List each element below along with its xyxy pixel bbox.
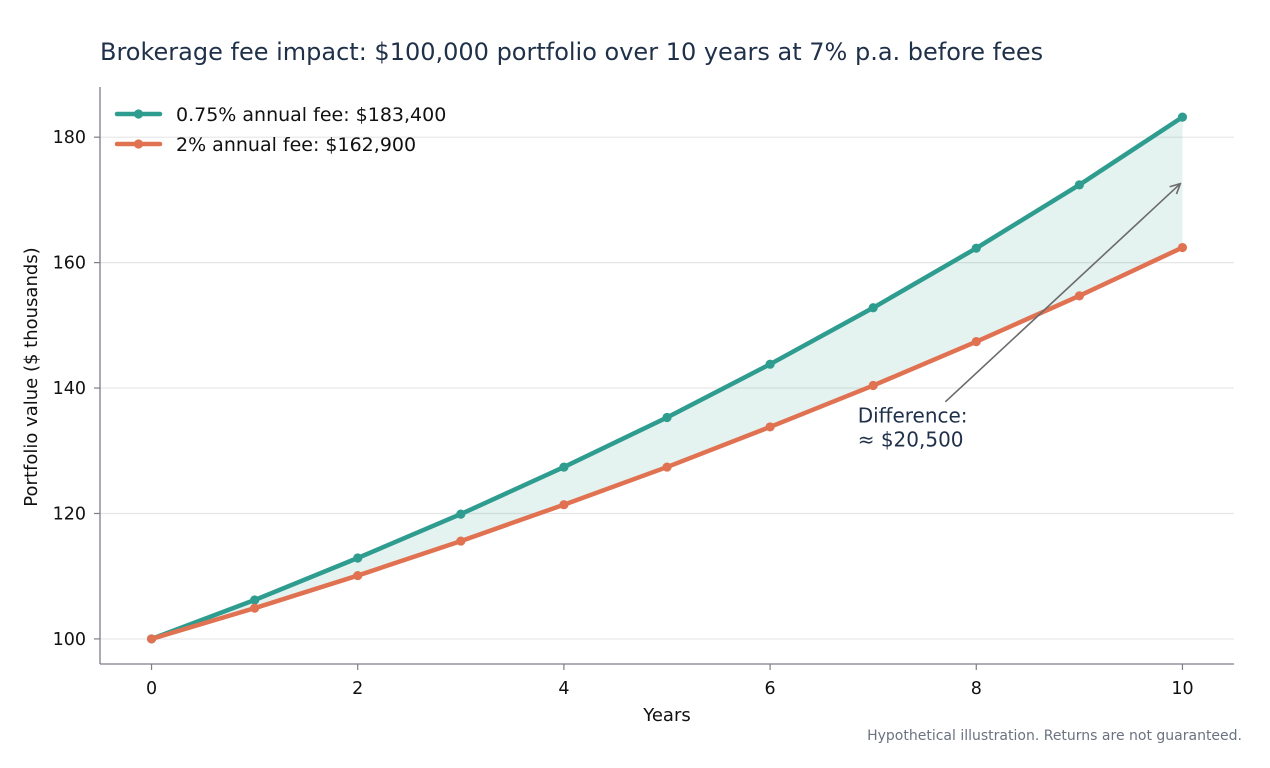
series-0-point-1 — [250, 595, 260, 605]
legend-label-0: 0.75% annual fee: $183,400 — [176, 104, 446, 126]
x-tick-label-0: 0 — [146, 679, 157, 699]
series-0-point-4 — [559, 462, 569, 472]
footnote: Hypothetical illustration. Returns are n… — [867, 728, 1242, 744]
series-0-point-7 — [868, 303, 878, 313]
legend-marker-0 — [133, 109, 144, 119]
series-0-point-8 — [971, 243, 981, 253]
legend-label-1: 2% annual fee: $162,900 — [176, 134, 416, 156]
x-axis-label: Years — [642, 705, 691, 726]
x-tick-label-10: 10 — [1171, 679, 1193, 699]
series-1-point-8 — [971, 337, 981, 347]
x-tick-label-2: 2 — [352, 679, 363, 699]
axes: 100 120 140 160 180 0 2 4 6 8 10 — [53, 87, 1234, 699]
y-tick-label-120: 120 — [53, 504, 86, 524]
series-1-point-5 — [662, 462, 672, 472]
difference-annotation: Difference:≈ $20,500 — [858, 184, 1181, 452]
series-1-point-9 — [1074, 291, 1084, 301]
difference-fill-area — [151, 117, 1183, 639]
series-line-0 — [149, 114, 1185, 642]
series-1-point-6 — [765, 422, 775, 432]
y-axis-label: Portfolio value ($ thousands) — [21, 247, 42, 506]
series-1-point-1 — [250, 603, 260, 613]
series-1-point-0 — [146, 634, 157, 644]
series-1-point-2 — [353, 570, 363, 581]
y-tick-label-160: 160 — [53, 254, 86, 274]
y-tick-label-100: 100 — [53, 630, 86, 650]
legend-marker-1 — [133, 139, 144, 149]
series-0-point-2 — [353, 553, 363, 563]
annotation-arrow — [944, 184, 1180, 403]
series-0-point-5 — [662, 412, 672, 423]
annotation-text-line-1: ≈ $20,500 — [858, 428, 964, 452]
series-group — [146, 112, 1188, 644]
series-1-point-3 — [456, 536, 466, 546]
x-tick-label-6: 6 — [765, 679, 776, 699]
x-tick-label-4: 4 — [558, 679, 569, 699]
series-1-point-4 — [559, 500, 569, 510]
series-1-point-10 — [1177, 242, 1188, 253]
series-0-point-6 — [765, 359, 775, 369]
series-0-point-9 — [1074, 180, 1084, 190]
series-0-point-3 — [456, 509, 466, 519]
grid-lines — [100, 136, 1234, 640]
y-tick-label-180: 180 — [53, 128, 86, 148]
chart-title: Brokerage fee impact: $100,000 portfolio… — [100, 38, 1043, 66]
annotation-text-line-0: Difference: — [858, 404, 968, 428]
legend: 0.75% annual fee: $183,400 2% annual fee:… — [114, 104, 446, 156]
series-1-point-7 — [868, 380, 878, 391]
y-tick-label-140: 140 — [53, 379, 86, 399]
series-0-point-10 — [1177, 112, 1188, 122]
x-tick-label-8: 8 — [971, 679, 982, 699]
